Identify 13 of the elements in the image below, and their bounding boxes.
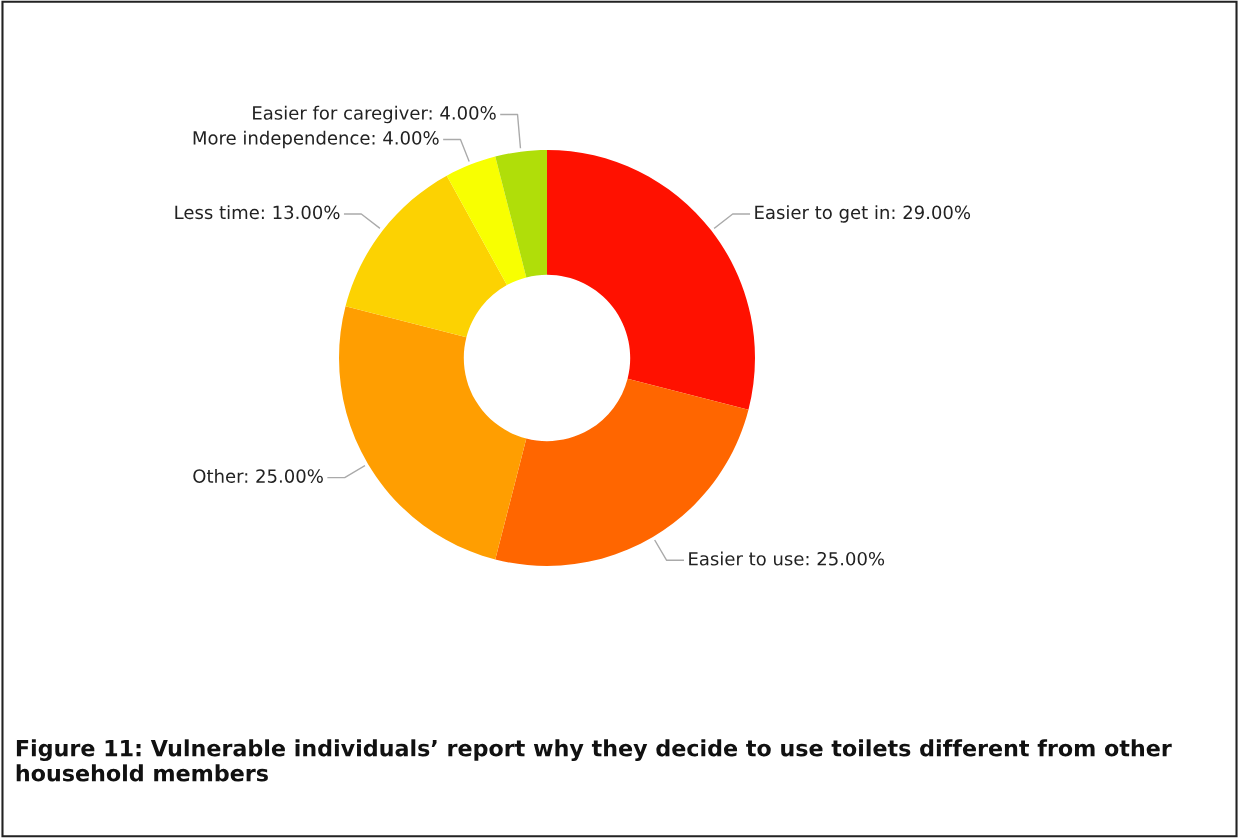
slice-label: Other: 25.00% xyxy=(193,468,323,483)
slice-label: Easier to use: 25.00% xyxy=(689,551,885,566)
text: Figure 11: Vulnerable individuals’ report why they decide to use toilets different from other household members xyxy=(16,739,1172,782)
donut-slice xyxy=(495,150,547,278)
slice-label: Easier to get in: 29.00% xyxy=(755,205,971,223)
donut-slice xyxy=(547,150,755,410)
slice-label: More independence: 4.00% xyxy=(193,130,439,149)
donut-slice xyxy=(495,378,749,566)
donut-slice xyxy=(339,306,527,560)
slice-label: Less time: 13.00% xyxy=(175,205,340,220)
slice-label: Easier for caregiver: 4.00% xyxy=(253,105,496,124)
donut-slice xyxy=(446,156,527,286)
donut-slice xyxy=(345,175,507,338)
